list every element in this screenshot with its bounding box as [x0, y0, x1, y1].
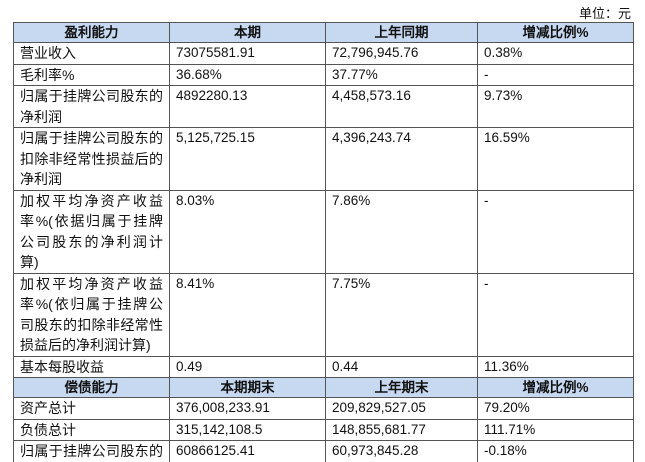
- financial-table: 盈利能力 本期 上年同期 增减比例% 营业收入 73075581.91 72,796,945…: [13, 22, 634, 462]
- header-cell: 增减比例%: [477, 22, 634, 43]
- data-row: 归属于挂牌公司股东的净资产60866125.4160,973,845.28-0.…: [13, 440, 634, 462]
- row-label: 加权平均净资产收益率%(依据归属于挂牌公司股东的净利润计算): [13, 189, 170, 274]
- data-row: 毛利率% 36.68% 37.77% -: [13, 63, 634, 86]
- header-cell: 本期: [169, 22, 326, 43]
- value-cell: 37.77%: [325, 63, 478, 86]
- row-label: 毛利率%: [13, 63, 170, 86]
- row-label: 资产总计: [13, 397, 170, 420]
- row-label: 归属于挂牌公司股东的扣除非经常性损益后的净利润: [13, 127, 170, 191]
- data-row: 加权平均净资产收益率%(依据归属于挂牌公司股东的净利润计算) 8.03% 7.86%…: [13, 189, 634, 274]
- header-cell: 偿债能力: [13, 377, 170, 398]
- data-row: 归属于挂牌公司股东的净利润 4892280.13 4,458,573.16 9.73%: [13, 85, 634, 128]
- data-row: 加权平均净资产收益率%(依归属于挂牌公司股东的扣除非经常性损益后的净利润计算) 8…: [13, 272, 634, 357]
- header-row: 盈利能力 本期 上年同期 增减比例%: [13, 22, 634, 43]
- header-cell: 上年期末: [325, 377, 478, 398]
- value-cell: 79.20%: [477, 397, 634, 420]
- value-cell: 7.86%: [325, 189, 478, 274]
- value-cell: 9.73%: [477, 85, 634, 128]
- value-cell: 5,125,725.15: [169, 127, 326, 191]
- value-cell: 60866125.41: [169, 440, 326, 462]
- value-cell: 0.44: [325, 355, 478, 378]
- unit-label: 单位：元: [578, 6, 631, 21]
- value-cell: 8.41%: [169, 272, 326, 357]
- row-label: 归属于挂牌公司股东的净资产: [13, 440, 170, 462]
- table-body: 盈利能力 本期 上年同期 增减比例% 营业收入 73075581.91 72,796,945…: [13, 22, 634, 462]
- value-cell: 60,973,845.28: [325, 440, 478, 462]
- value-cell: 4,396,243.74: [325, 127, 478, 191]
- value-cell: -: [477, 63, 634, 86]
- row-label: 归属于挂牌公司股东的净利润: [13, 85, 170, 128]
- value-cell: 0.38%: [477, 42, 634, 65]
- value-cell: 4,458,573.16: [325, 85, 478, 128]
- row-label: 加权平均净资产收益率%(依归属于挂牌公司股东的扣除非经常性损益后的净利润计算): [13, 272, 170, 357]
- value-cell: 36.68%: [169, 63, 326, 86]
- value-cell: 209,829,527.05: [325, 397, 478, 420]
- value-cell: -: [477, 189, 634, 274]
- data-row: 基本每股收益 0.49 0.44 11.36%: [13, 355, 634, 378]
- value-cell: 8.03%: [169, 189, 326, 274]
- value-cell: 16.59%: [477, 127, 634, 191]
- value-cell: 148,855,681.77: [325, 418, 478, 441]
- value-cell: 7.75%: [325, 272, 478, 357]
- data-row: 营业收入 73075581.91 72,796,945.76 0.38%: [13, 42, 634, 65]
- value-cell: 111.71%: [477, 418, 634, 441]
- value-cell: -: [477, 272, 634, 357]
- data-row: 资产总计 376,008,233.91 209,829,527.05 79.20%: [13, 397, 634, 420]
- data-row: 负债总计 315,142,108.5 148,855,681.77 111.71%: [13, 418, 634, 441]
- data-row: 归属于挂牌公司股东的扣除非经常性损益后的净利润 5,125,725.15 4,396…: [13, 127, 634, 191]
- row-label: 营业收入: [13, 42, 170, 65]
- value-cell: 73075581.91: [169, 42, 326, 65]
- header-row: 偿债能力 本期期末 上年期末 增减比例%: [13, 377, 634, 398]
- value-cell: 72,796,945.76: [325, 42, 478, 65]
- value-cell: 11.36%: [477, 355, 634, 378]
- row-label: 基本每股收益: [13, 355, 170, 378]
- value-cell: 0.49: [169, 355, 326, 378]
- value-cell: 4892280.13: [169, 85, 326, 128]
- header-cell: 盈利能力: [13, 22, 170, 43]
- header-cell: 增减比例%: [477, 377, 634, 398]
- header-cell: 本期期末: [169, 377, 326, 398]
- value-cell: 376,008,233.91: [169, 397, 326, 420]
- value-cell: 315,142,108.5: [169, 418, 326, 441]
- row-label: 负债总计: [13, 418, 170, 441]
- header-cell: 上年同期: [325, 22, 478, 43]
- value-cell: -0.18%: [477, 440, 634, 462]
